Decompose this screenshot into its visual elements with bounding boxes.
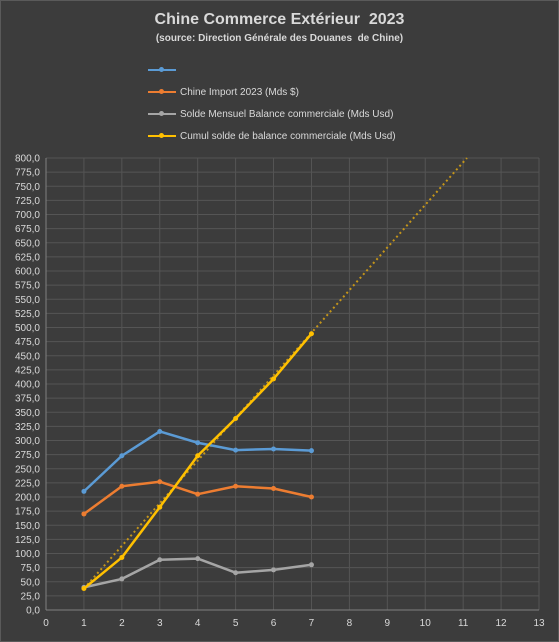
y-tick-label: 325,0: [15, 422, 40, 433]
data-point: [81, 511, 87, 517]
y-tick-label: 100,0: [15, 549, 40, 560]
legend-swatch: [148, 67, 176, 72]
y-tick-label: 750,0: [15, 182, 40, 193]
legend-label: Cumul solde de balance commerciale (Mds …: [180, 130, 396, 142]
y-tick-label: 800,0: [15, 154, 40, 165]
legend-item[interactable]: Chine Import 2023 (Mds $): [148, 81, 396, 103]
data-point: [119, 453, 125, 459]
y-tick-label: 350,0: [15, 408, 40, 419]
y-tick-label: 150,0: [15, 521, 40, 532]
y-tick-label: 300,0: [15, 436, 40, 447]
x-tick-label: 9: [385, 618, 391, 629]
data-point: [119, 576, 125, 582]
y-tick-label: 250,0: [15, 464, 40, 475]
y-tick-label: 575,0: [15, 281, 40, 292]
data-point: [119, 483, 125, 489]
y-tick-label: 375,0: [15, 394, 40, 405]
x-tick-label: 7: [309, 618, 315, 629]
data-point: [308, 562, 314, 568]
y-tick-label: 775,0: [15, 168, 40, 179]
x-tick-label: 13: [533, 618, 545, 629]
data-point: [233, 447, 239, 453]
legend-label: Solde Mensuel Balance commerciale (Mds U…: [180, 108, 394, 120]
data-point: [233, 570, 239, 576]
legend-swatch: [148, 89, 176, 94]
y-tick-label: 0,0: [26, 606, 40, 617]
y-tick-label: 650,0: [15, 238, 40, 249]
legend-swatch: [148, 133, 176, 138]
data-point: [119, 554, 125, 560]
y-tick-label: 175,0: [15, 507, 40, 518]
y-tick-label: 500,0: [15, 323, 40, 334]
data-point: [157, 479, 163, 485]
x-tick-label: 6: [271, 618, 277, 629]
x-tick-label: 12: [496, 618, 508, 629]
legend-item[interactable]: Solde Mensuel Balance commerciale (Mds U…: [148, 103, 396, 125]
data-point: [81, 586, 87, 592]
chart-title: Chine Commerce Extérieur 2023: [154, 11, 405, 28]
data-point: [308, 448, 314, 454]
x-tick-label: 1: [81, 618, 87, 629]
y-tick-label: 400,0: [15, 380, 40, 391]
y-tick-label: 625,0: [15, 252, 40, 263]
y-tick-label: 50,0: [21, 577, 41, 588]
x-tick-label: 8: [347, 618, 353, 629]
data-point: [308, 494, 314, 500]
x-tick-label: 10: [420, 618, 432, 629]
y-tick-label: 725,0: [15, 196, 40, 207]
x-tick-label: 4: [195, 618, 201, 629]
data-point: [157, 504, 163, 510]
x-tick-label: 11: [458, 618, 469, 629]
y-tick-label: 200,0: [15, 493, 40, 504]
data-point: [195, 453, 201, 459]
y-tick-label: 600,0: [15, 267, 40, 278]
x-tick-label: 5: [233, 618, 239, 629]
data-point: [157, 428, 163, 434]
data-point: [195, 556, 201, 562]
y-tick-label: 675,0: [15, 224, 40, 235]
y-tick-label: 425,0: [15, 365, 40, 376]
chart-legend: Chine Import 2023 (Mds $) Solde Mensuel …: [148, 59, 396, 147]
chart-subtitle: (source: Direction Générale des Douanes …: [155, 33, 404, 44]
legend-label: Chine Import 2023 (Mds $): [180, 86, 299, 98]
y-tick-label: 275,0: [15, 450, 40, 461]
legend-swatch: [148, 111, 176, 116]
legend-item[interactable]: Cumul solde de balance commerciale (Mds …: [148, 125, 396, 147]
data-point: [271, 446, 277, 452]
data-point: [233, 415, 239, 421]
y-tick-label: 475,0: [15, 337, 40, 348]
data-point: [233, 483, 239, 489]
data-point: [308, 331, 314, 337]
y-tick-label: 25,0: [21, 591, 41, 602]
y-tick-label: 75,0: [21, 563, 41, 574]
data-point: [271, 376, 277, 382]
data-point: [195, 491, 201, 497]
data-point: [81, 488, 87, 494]
x-tick-label: 0: [43, 618, 49, 629]
x-tick-label: 3: [157, 618, 163, 629]
y-tick-label: 125,0: [15, 535, 40, 546]
y-tick-label: 225,0: [15, 478, 40, 489]
data-point: [271, 567, 277, 573]
data-point: [195, 440, 201, 446]
x-tick-label: 2: [119, 618, 125, 629]
y-tick-label: 700,0: [15, 210, 40, 221]
y-tick-label: 550,0: [15, 295, 40, 306]
legend-item[interactable]: [148, 59, 396, 81]
data-point: [157, 557, 163, 563]
y-tick-label: 525,0: [15, 309, 40, 320]
y-tick-label: 450,0: [15, 351, 40, 362]
data-point: [271, 486, 277, 492]
trendline: [83, 157, 468, 590]
